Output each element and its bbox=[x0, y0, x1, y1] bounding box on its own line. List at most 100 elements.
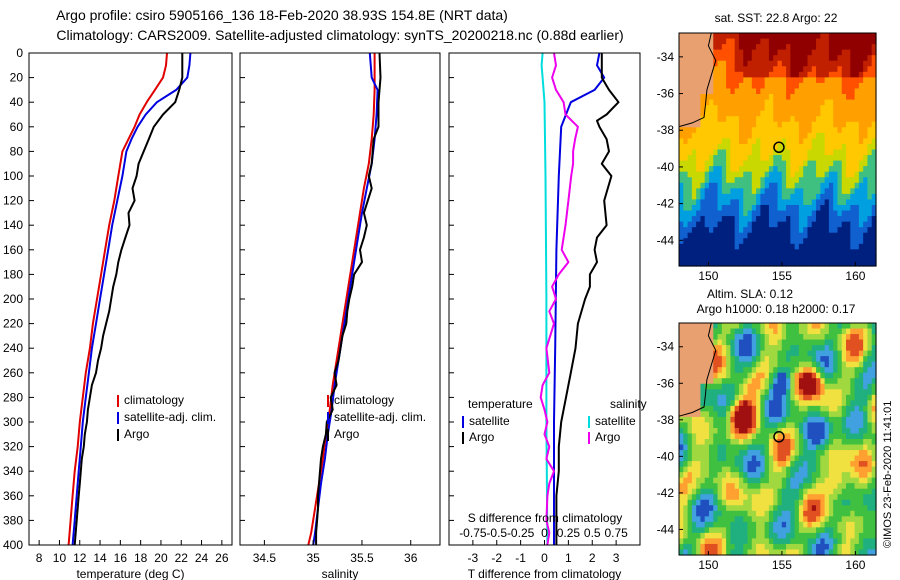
g-sst-cell bbox=[679, 160, 684, 167]
g-sla-cell bbox=[820, 472, 826, 479]
g-sla-cell bbox=[786, 455, 791, 462]
g-sst-cell bbox=[683, 177, 689, 184]
g-sst-cell bbox=[730, 138, 736, 145]
g-sla-cell bbox=[781, 400, 787, 407]
g-sst-cell bbox=[738, 38, 744, 45]
g-sla-cell bbox=[743, 427, 749, 435]
g-sla-cell bbox=[803, 361, 809, 368]
g-sla-cell bbox=[756, 466, 761, 473]
g-sst-cell bbox=[713, 121, 719, 128]
g-sst-cell bbox=[751, 177, 757, 184]
g-sst-cell bbox=[858, 221, 864, 228]
g-sst-cell bbox=[871, 60, 877, 67]
g-sla-cell bbox=[773, 422, 779, 429]
g-sla-cell bbox=[811, 472, 817, 479]
g-sla-cell bbox=[820, 527, 826, 534]
g-sst-cell bbox=[790, 249, 796, 256]
g-sla-cell bbox=[679, 532, 684, 540]
g-sst-cell bbox=[816, 171, 821, 178]
g-sst-cell bbox=[794, 88, 800, 95]
g-sla-cell bbox=[837, 439, 843, 446]
g-sst-cell bbox=[841, 105, 847, 112]
g-sla-cell bbox=[696, 472, 702, 479]
g-sla-cell bbox=[867, 416, 873, 424]
g-sla-cell bbox=[871, 538, 877, 545]
g-sst-cell bbox=[747, 132, 753, 140]
g-sla-cell bbox=[781, 427, 787, 435]
g-sla-cell bbox=[687, 372, 693, 379]
g-sst-cell bbox=[837, 204, 843, 212]
g-sla-cell bbox=[837, 505, 843, 512]
g-sst-cell bbox=[704, 121, 710, 128]
g-sla-cell bbox=[811, 444, 817, 451]
g-sla-cell bbox=[691, 450, 697, 457]
g-sla-cell bbox=[841, 543, 847, 551]
g-sst-cell bbox=[854, 216, 860, 223]
g-sst-ytick-label: -40 bbox=[657, 160, 675, 174]
g-sla-cell bbox=[833, 444, 839, 451]
g-sla-cell bbox=[816, 549, 821, 556]
g-sla-cell bbox=[803, 527, 809, 534]
g-sla-cell bbox=[743, 350, 749, 357]
g-sla-cell bbox=[867, 345, 873, 352]
g-sst-cell bbox=[713, 88, 719, 95]
g-sla-cell bbox=[683, 527, 689, 534]
g-sla-cell bbox=[696, 439, 702, 446]
g-sst-cell bbox=[773, 38, 779, 45]
g-sla-cell bbox=[824, 538, 830, 545]
g-sla-cell bbox=[794, 367, 800, 374]
g-sla-cell bbox=[846, 361, 851, 368]
g-sla-cell bbox=[730, 356, 736, 363]
g-sla-cell bbox=[721, 427, 727, 435]
g-sla-cell bbox=[790, 361, 796, 368]
g-sla-cell bbox=[687, 472, 693, 479]
g-sst-cell bbox=[858, 82, 864, 90]
diff-legend-label: Argo bbox=[469, 430, 495, 444]
g-sla-cell bbox=[691, 477, 697, 484]
g-sla-cell bbox=[764, 433, 770, 440]
g-sst-cell bbox=[721, 249, 727, 256]
g-sst-xtick-label: 155 bbox=[772, 269, 792, 283]
g-sla-cell bbox=[781, 444, 787, 451]
g-sla-cell bbox=[747, 466, 753, 473]
g-sla-cell bbox=[760, 416, 766, 424]
g-sst-cell bbox=[850, 216, 856, 223]
g-sst-cell bbox=[700, 49, 706, 56]
g-sst-cell bbox=[811, 60, 817, 67]
g-sst-cell bbox=[794, 55, 800, 62]
g-sla-cell bbox=[790, 450, 796, 457]
g-sst-cell bbox=[764, 204, 770, 212]
g-sst-cell bbox=[730, 232, 736, 239]
g-sla-cell bbox=[837, 433, 843, 440]
g-sst-cell bbox=[846, 155, 851, 162]
g-sst-cell bbox=[777, 238, 783, 245]
g-sla-cell bbox=[730, 549, 736, 556]
g-sst-cell bbox=[798, 238, 804, 245]
g-sst-cell bbox=[811, 155, 817, 162]
g-sst-cell bbox=[717, 227, 723, 234]
g-sla-cell bbox=[863, 350, 869, 357]
g-sst-cell bbox=[786, 88, 791, 95]
g-sla-cell bbox=[816, 422, 821, 429]
g-sst-cell bbox=[820, 138, 826, 145]
g-sla-cell bbox=[846, 334, 851, 341]
g-sst-cell bbox=[700, 94, 706, 101]
g-sst-cell bbox=[768, 127, 774, 134]
g-sst-coastline bbox=[678, 32, 717, 128]
g-sst-cell bbox=[777, 227, 783, 234]
g-sla-cell bbox=[683, 405, 689, 412]
g-sst-cell bbox=[837, 138, 843, 145]
g-sst-cell bbox=[683, 210, 689, 217]
g-sla-cell bbox=[807, 339, 813, 346]
g-sst-cell bbox=[854, 88, 860, 95]
g-sst-cell bbox=[871, 243, 877, 250]
g-sst-cell bbox=[708, 44, 714, 51]
g-sst-cell bbox=[691, 243, 697, 250]
g-sst-cell bbox=[850, 71, 856, 78]
g-sst-cell bbox=[863, 138, 869, 145]
g-sla-cell bbox=[713, 444, 719, 451]
g-sla-cell bbox=[751, 405, 757, 412]
g-sst-cell bbox=[781, 238, 787, 245]
g-sst-cell bbox=[738, 221, 744, 228]
g-sst-cell bbox=[867, 88, 873, 95]
